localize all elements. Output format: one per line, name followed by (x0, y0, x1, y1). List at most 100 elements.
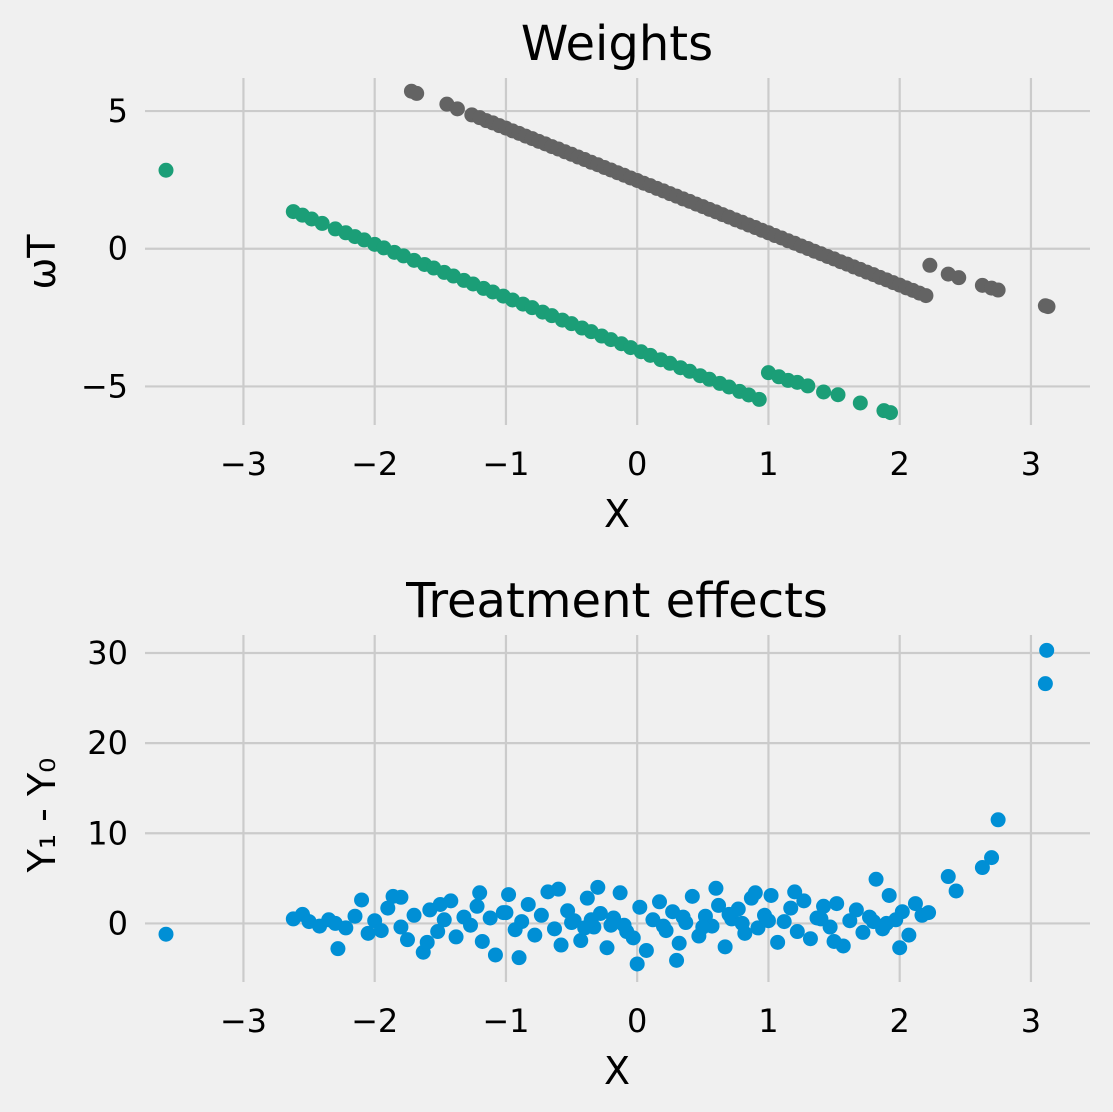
data-point (430, 924, 446, 940)
data-point (330, 941, 346, 957)
data-point (583, 912, 599, 928)
x-tick-label: 0 (627, 445, 647, 483)
data-point (816, 898, 832, 914)
x-tick-label: −3 (220, 445, 267, 483)
data-point (638, 942, 654, 958)
data-point (314, 215, 330, 231)
data-point (409, 85, 425, 101)
data-point (802, 931, 818, 947)
data-point (747, 885, 763, 901)
data-point (564, 915, 580, 931)
data-point (787, 884, 803, 900)
data-point (393, 919, 409, 935)
effects-y-ticks: 0 10 20 30 (87, 634, 128, 942)
data-point (533, 907, 549, 923)
data-point (393, 889, 409, 905)
effects-y-axis-label: Y₁ - Y₀ (20, 758, 64, 874)
data-point (158, 926, 174, 942)
data-point (669, 952, 685, 968)
data-point (829, 896, 845, 912)
data-point (487, 947, 503, 963)
data-point (527, 927, 543, 943)
data-point (547, 921, 562, 937)
data-point (751, 391, 767, 407)
data-point (501, 887, 517, 903)
data-point (848, 902, 864, 918)
x-tick-label: 2 (890, 445, 910, 483)
data-point (695, 919, 711, 935)
data-point (852, 395, 868, 411)
data-point (406, 907, 422, 923)
x-tick-label: −1 (482, 1002, 529, 1040)
data-point (711, 897, 727, 913)
data-point (373, 923, 389, 939)
data-point (770, 934, 786, 950)
data-point (625, 930, 641, 946)
data-point (907, 896, 923, 912)
data-point (708, 880, 724, 896)
data-point (603, 917, 619, 933)
effects-x-ticks: −3 −2 −1 0 1 2 3 (220, 1002, 1041, 1040)
weights-panel: −3 −2 −1 0 1 2 3 −5 0 5 Weights X ωT (20, 16, 1090, 536)
effects-title: Treatment effects (405, 573, 828, 629)
data-point (520, 896, 536, 912)
data-point (579, 890, 595, 906)
data-point (360, 925, 376, 941)
data-point (918, 288, 934, 304)
data-point (474, 933, 490, 949)
data-point (629, 956, 645, 972)
data-point (553, 937, 569, 953)
data-point (599, 940, 615, 956)
data-point (632, 899, 648, 915)
data-point (432, 896, 448, 912)
y-tick-label: 0 (108, 230, 128, 268)
data-point (763, 887, 779, 903)
data-point (922, 257, 938, 273)
data-point (783, 900, 799, 916)
weights-y-axis-label: ωT (20, 234, 64, 290)
data-point (498, 905, 514, 921)
data-point (380, 900, 396, 916)
data-point (760, 913, 776, 929)
data-point (830, 387, 846, 403)
data-point (940, 869, 956, 885)
data-point (865, 914, 881, 930)
data-point (469, 898, 485, 914)
data-point (883, 405, 898, 421)
data-point (671, 935, 687, 951)
data-point (463, 917, 478, 933)
data-point (347, 908, 363, 924)
data-point (951, 270, 967, 286)
data-point (158, 162, 174, 178)
data-point (901, 927, 917, 943)
data-point (448, 929, 464, 945)
x-tick-label: −2 (351, 445, 398, 483)
data-point (816, 384, 832, 400)
data-point (921, 905, 937, 921)
x-tick-label: 0 (627, 1002, 647, 1040)
data-point (612, 885, 628, 901)
data-point (879, 915, 895, 931)
data-point (675, 909, 691, 925)
data-point (974, 860, 990, 876)
data-point (881, 887, 897, 903)
data-point (990, 282, 1006, 298)
y-tick-label: 0 (108, 904, 128, 942)
data-point (717, 939, 733, 955)
data-point (655, 918, 671, 934)
y-tick-label: 5 (108, 92, 128, 130)
data-point (511, 950, 527, 966)
data-point (1039, 642, 1055, 658)
data-point (684, 888, 700, 904)
data-point (734, 915, 750, 931)
data-point (1040, 299, 1056, 315)
data-point (550, 881, 566, 897)
data-point (750, 920, 766, 936)
treatment-effects-panel: −3 −2 −1 0 1 2 3 0 10 20 30 Treatment effects X Y… (20, 573, 1090, 1093)
data-point (472, 885, 488, 901)
y-tick-label: 10 (87, 814, 128, 852)
data-point (789, 924, 805, 940)
x-tick-label: 1 (758, 445, 778, 483)
effects-x-axis-label: X (604, 1049, 630, 1093)
